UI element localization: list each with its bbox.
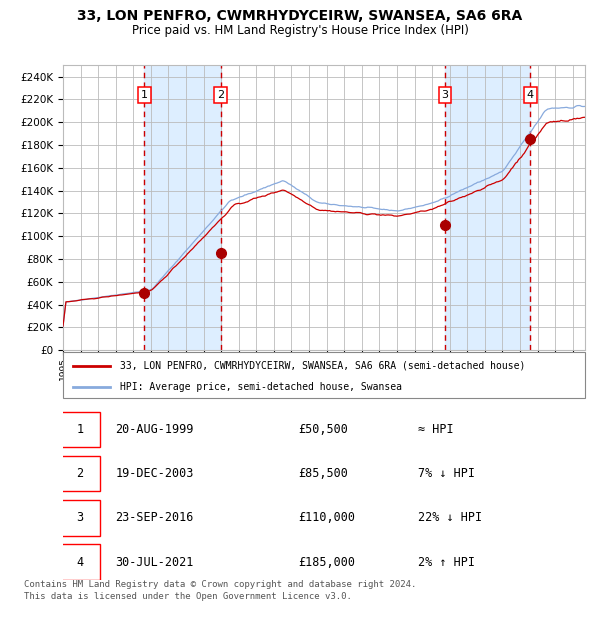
Text: 33, LON PENFRO, CWMRHYDYCEIRW, SWANSEA, SA6 6RA (semi-detached house): 33, LON PENFRO, CWMRHYDYCEIRW, SWANSEA, … (121, 361, 526, 371)
Text: 2: 2 (217, 90, 224, 100)
Text: 3: 3 (442, 90, 448, 100)
Text: 30-JUL-2021: 30-JUL-2021 (115, 556, 194, 569)
FancyBboxPatch shape (61, 412, 100, 447)
Text: 22% ↓ HPI: 22% ↓ HPI (418, 512, 482, 525)
Text: 7% ↓ HPI: 7% ↓ HPI (418, 467, 475, 480)
FancyBboxPatch shape (61, 544, 100, 580)
Bar (445, 65, 530, 350)
FancyBboxPatch shape (61, 456, 100, 491)
Text: HPI: Average price, semi-detached house, Swansea: HPI: Average price, semi-detached house,… (121, 381, 403, 392)
Text: This data is licensed under the Open Government Licence v3.0.: This data is licensed under the Open Gov… (24, 592, 352, 601)
Text: 1: 1 (76, 423, 83, 436)
Text: Contains HM Land Registry data © Crown copyright and database right 2024.: Contains HM Land Registry data © Crown c… (24, 580, 416, 589)
Text: £50,500: £50,500 (298, 423, 348, 436)
Text: 4: 4 (527, 90, 534, 100)
Text: 23-SEP-2016: 23-SEP-2016 (115, 512, 194, 525)
Text: 3: 3 (76, 512, 83, 525)
Text: £185,000: £185,000 (298, 556, 355, 569)
Text: Price paid vs. HM Land Registry's House Price Index (HPI): Price paid vs. HM Land Registry's House … (131, 24, 469, 37)
Text: 2: 2 (76, 467, 83, 480)
Bar (145, 65, 221, 350)
FancyBboxPatch shape (63, 352, 585, 398)
Text: 20-AUG-1999: 20-AUG-1999 (115, 423, 194, 436)
Text: 33, LON PENFRO, CWMRHYDYCEIRW, SWANSEA, SA6 6RA: 33, LON PENFRO, CWMRHYDYCEIRW, SWANSEA, … (77, 9, 523, 24)
Text: 1: 1 (141, 90, 148, 100)
Text: 2% ↑ HPI: 2% ↑ HPI (418, 556, 475, 569)
Text: ≈ HPI: ≈ HPI (418, 423, 454, 436)
Text: £110,000: £110,000 (298, 512, 355, 525)
Text: £85,500: £85,500 (298, 467, 348, 480)
FancyBboxPatch shape (61, 500, 100, 536)
Text: 4: 4 (76, 556, 83, 569)
Text: 19-DEC-2003: 19-DEC-2003 (115, 467, 194, 480)
